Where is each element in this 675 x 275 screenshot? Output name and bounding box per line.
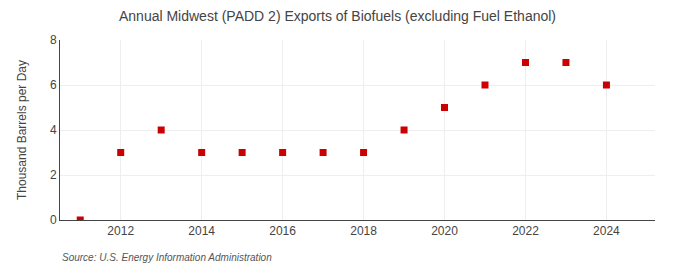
svg-text:4: 4 xyxy=(50,123,57,137)
svg-text:6: 6 xyxy=(50,78,57,92)
svg-text:Annual Midwest (PADD 2) Export: Annual Midwest (PADD 2) Exports of Biofu… xyxy=(119,8,556,24)
svg-text:2: 2 xyxy=(50,168,57,182)
svg-text:2012: 2012 xyxy=(107,224,134,238)
svg-text:2022: 2022 xyxy=(512,224,539,238)
svg-text:2016: 2016 xyxy=(269,224,296,238)
svg-text:Source: U.S. Energy Informatio: Source: U.S. Energy Information Administ… xyxy=(62,252,272,263)
svg-text:2014: 2014 xyxy=(188,224,215,238)
svg-text:2018: 2018 xyxy=(350,224,377,238)
svg-text:Thousand Barrels per Day: Thousand Barrels per Day xyxy=(15,60,29,200)
svg-text:8: 8 xyxy=(50,33,57,47)
svg-text:2020: 2020 xyxy=(431,224,458,238)
svg-text:2024: 2024 xyxy=(593,224,620,238)
svg-text:0: 0 xyxy=(50,213,57,227)
